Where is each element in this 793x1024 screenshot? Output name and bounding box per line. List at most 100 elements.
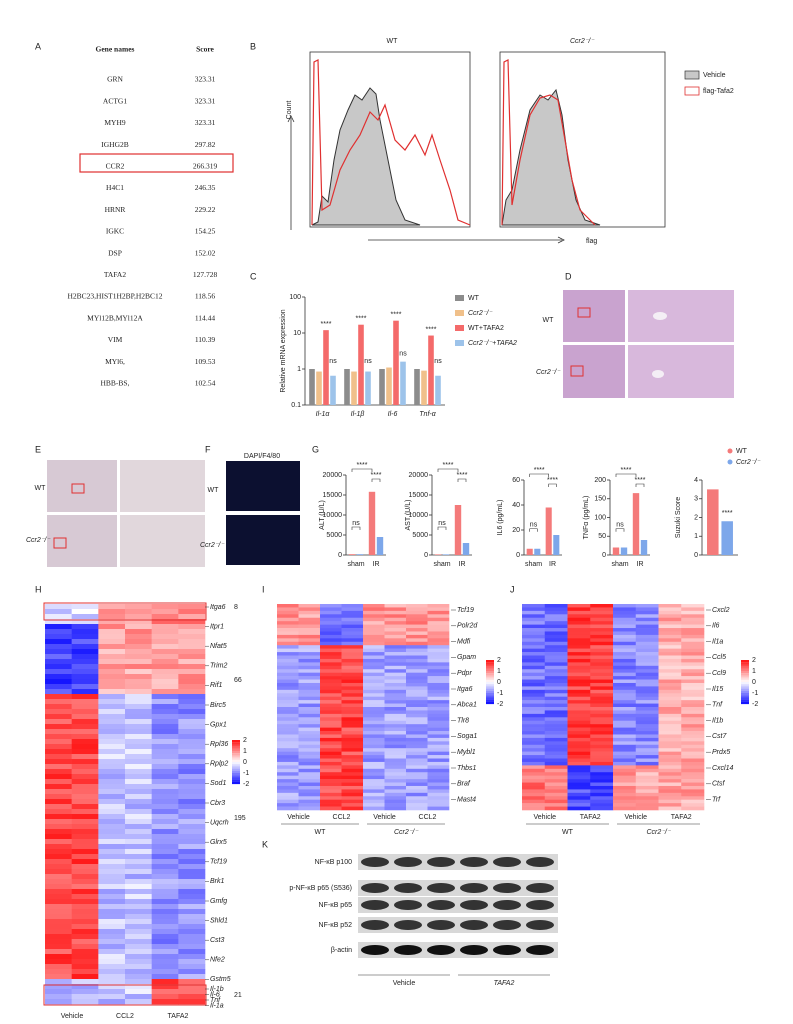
blot-band bbox=[427, 945, 455, 955]
heatmap-cell bbox=[178, 984, 206, 990]
heatmap-cell bbox=[567, 628, 591, 632]
y-tick-label: 0 bbox=[516, 552, 520, 559]
colorbar-label: -1 bbox=[752, 690, 758, 697]
blot-band bbox=[427, 900, 455, 910]
heatmap-cell bbox=[277, 634, 299, 639]
heatmap-cell bbox=[363, 799, 385, 804]
heatmap-cell bbox=[635, 734, 659, 739]
heatmap-cell bbox=[98, 939, 126, 945]
heatmap-cell bbox=[341, 614, 364, 619]
heatmap-cell bbox=[681, 621, 705, 625]
heatmap-cell bbox=[613, 631, 637, 636]
heatmap-cell bbox=[681, 638, 705, 643]
heatmap-cell bbox=[522, 638, 546, 643]
blot-band bbox=[361, 920, 389, 930]
heatmap-cell bbox=[151, 779, 179, 785]
score: 323.31 bbox=[195, 96, 216, 105]
colorbar-step bbox=[741, 673, 749, 676]
heatmap-cell bbox=[178, 909, 206, 915]
heatmap-cell bbox=[658, 779, 682, 783]
colorbar-step bbox=[486, 675, 494, 678]
heatmap-cell bbox=[384, 648, 407, 653]
x-tick-label: Il-1β bbox=[351, 411, 365, 418]
heatmap-cell bbox=[320, 655, 342, 660]
heatmap-cell bbox=[178, 954, 206, 960]
heatmap-cell bbox=[658, 641, 682, 646]
blot-band bbox=[427, 857, 455, 867]
heatmap-cell bbox=[125, 969, 152, 975]
score: 323.31 bbox=[195, 75, 216, 84]
heatmap-cell bbox=[45, 649, 72, 655]
bracket bbox=[529, 473, 549, 477]
heatmap-cell bbox=[522, 641, 546, 646]
heatmap-cell bbox=[125, 834, 152, 840]
heatmap-cell bbox=[681, 717, 705, 722]
heatmap-cell bbox=[151, 754, 179, 760]
heatmap-cell bbox=[151, 879, 179, 885]
if-image bbox=[226, 515, 300, 565]
heatmap-cell bbox=[681, 761, 705, 766]
heatmap-cell bbox=[567, 617, 591, 622]
axis-label: Relative mRNA expression bbox=[280, 309, 287, 392]
heatmap-cell bbox=[635, 696, 659, 701]
heatmap-cell bbox=[98, 899, 126, 905]
heatmap-cell bbox=[45, 734, 72, 740]
heatmap-cell bbox=[178, 654, 206, 660]
x-tick-label: Tnf-α bbox=[419, 411, 436, 418]
heatmap-cell bbox=[590, 614, 614, 619]
heatmap-cell bbox=[613, 744, 637, 749]
gene-name: HBB-BS, bbox=[101, 379, 130, 388]
colorbar-step bbox=[232, 753, 240, 756]
heatmap-cell bbox=[45, 974, 72, 980]
heatmap-cell bbox=[635, 648, 659, 653]
heatmap-cell bbox=[681, 703, 705, 708]
heatmap-cell bbox=[522, 727, 546, 732]
heatmap-cell bbox=[384, 710, 407, 715]
significance: ns bbox=[352, 520, 360, 527]
blot-band bbox=[526, 900, 554, 910]
heatmap-cell bbox=[522, 761, 546, 766]
heatmap-cell bbox=[125, 744, 152, 750]
heatmap-cell bbox=[277, 799, 299, 804]
heatmap-cell bbox=[406, 796, 428, 800]
colorbar-label: 2 bbox=[752, 657, 756, 664]
bar bbox=[368, 491, 376, 555]
heatmap-cell bbox=[71, 899, 99, 905]
heatmap-cell bbox=[427, 641, 450, 646]
heatmap-cell bbox=[681, 614, 705, 619]
heatmap-cell bbox=[406, 758, 428, 763]
legend-swatch bbox=[455, 325, 464, 331]
heatmap-cell bbox=[320, 658, 342, 663]
heatmap-cell bbox=[98, 739, 126, 745]
heatmap-cell bbox=[151, 919, 179, 925]
heatmap-cell bbox=[567, 669, 591, 673]
heatmap-cell bbox=[125, 944, 152, 950]
bar bbox=[316, 371, 322, 405]
heatmap-cell bbox=[544, 665, 568, 670]
panel-label: I bbox=[262, 584, 265, 594]
heatmap-cell bbox=[178, 934, 206, 940]
heatmap-cell bbox=[125, 619, 152, 625]
heatmap-cell bbox=[45, 714, 72, 720]
heatmap-cell bbox=[522, 741, 546, 746]
heatmap-cell bbox=[125, 879, 152, 885]
heatmap-cell bbox=[681, 652, 705, 656]
bracket bbox=[457, 478, 467, 482]
heatmap-cell bbox=[151, 799, 179, 805]
heatmap-cell bbox=[277, 617, 299, 622]
heatmap-cell bbox=[427, 731, 450, 735]
heatmap-cell bbox=[71, 799, 99, 805]
heatmap-cell bbox=[45, 829, 72, 835]
heatmap-cell bbox=[544, 789, 568, 794]
heatmap-cell bbox=[151, 674, 179, 680]
colorbar-step bbox=[486, 699, 494, 702]
heatmap-cell bbox=[71, 734, 99, 740]
heatmap-cell bbox=[151, 964, 179, 970]
heatmap-cell bbox=[658, 658, 682, 663]
heatmap-cell bbox=[45, 989, 72, 995]
y-tick-label: 4 bbox=[694, 477, 698, 484]
heatmap-cell bbox=[320, 806, 342, 811]
heatmap-cell bbox=[613, 700, 637, 704]
heatmap-cell bbox=[45, 674, 72, 680]
heatmap-cell bbox=[544, 785, 568, 790]
